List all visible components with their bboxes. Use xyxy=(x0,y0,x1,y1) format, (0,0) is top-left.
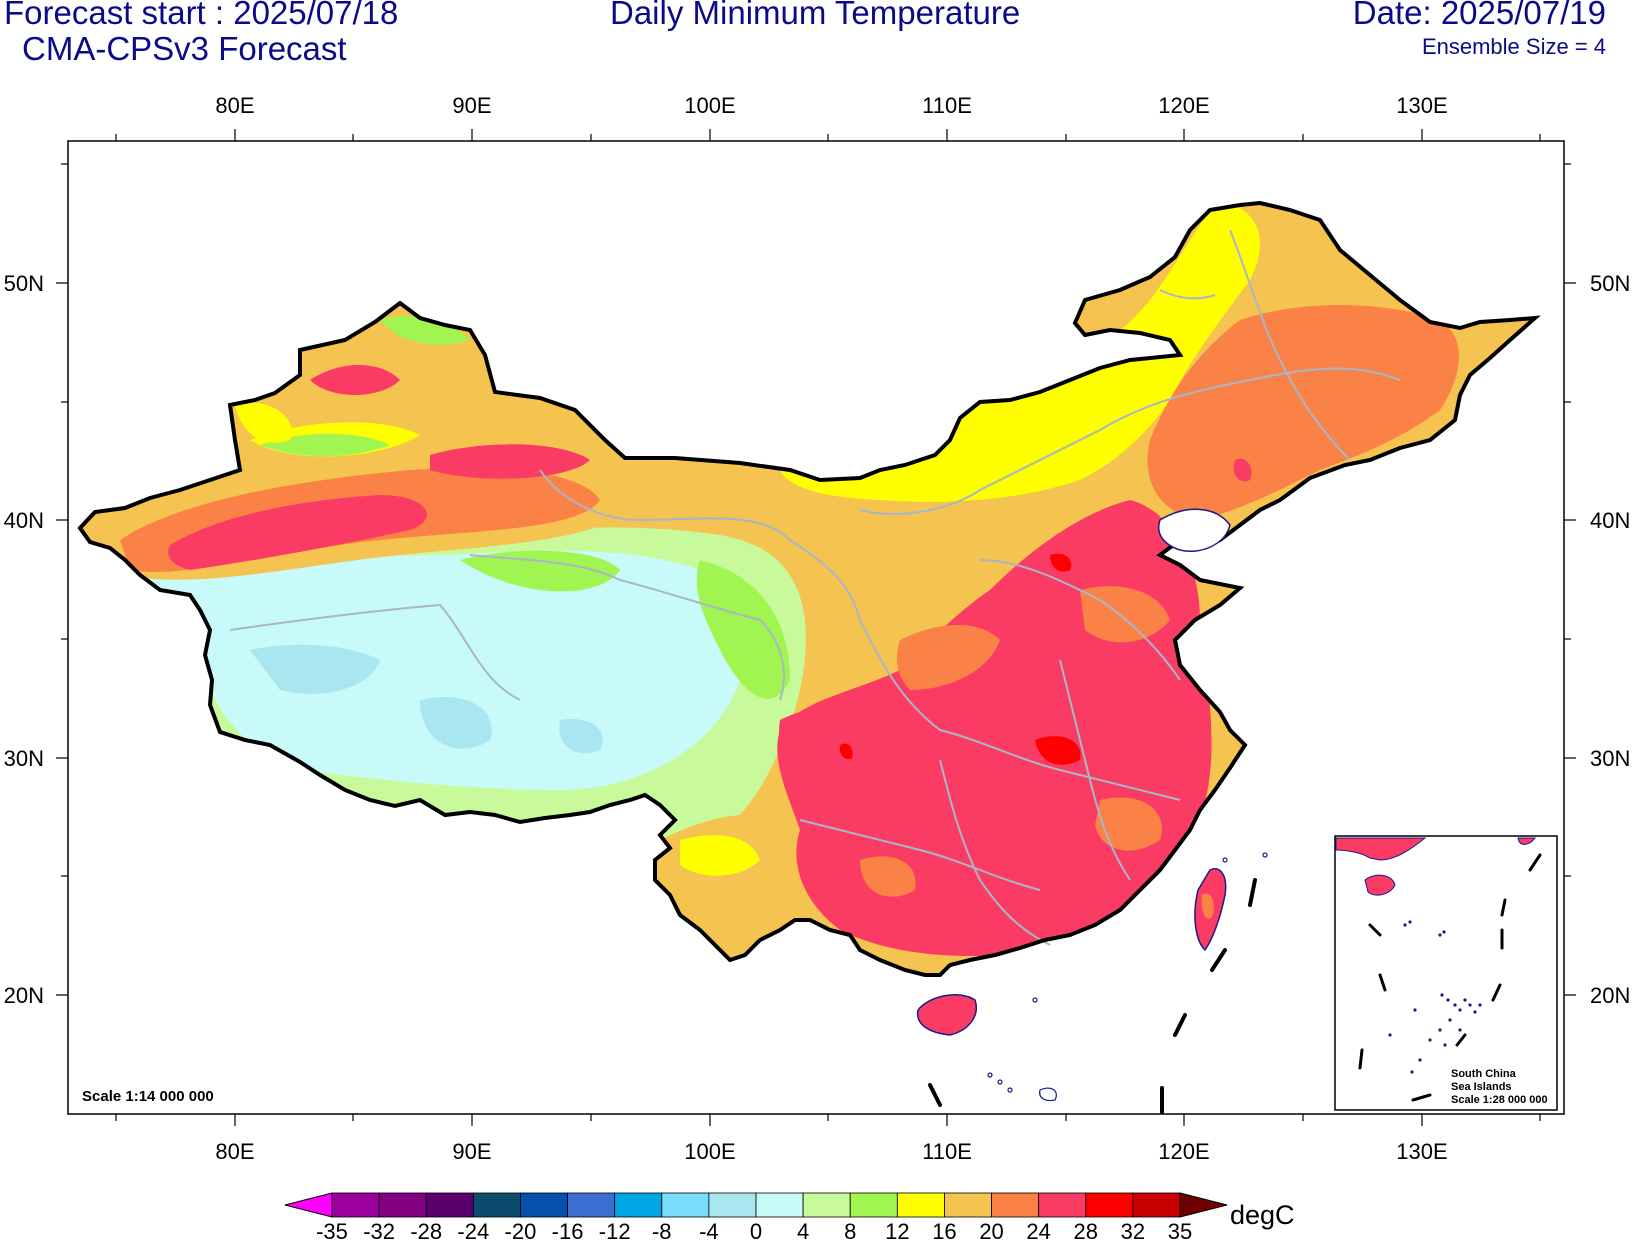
colorbar-tick-label: -12 xyxy=(599,1219,631,1241)
axis-ticks xyxy=(56,129,1576,1126)
lon-label: 100E xyxy=(684,93,735,118)
hainan-island xyxy=(916,994,977,1036)
colorbar-tick-label: 12 xyxy=(885,1219,909,1241)
colorbar-tick-label: -20 xyxy=(505,1219,537,1241)
lon-labels-top: 80E 90E 100E 110E 120E 130E xyxy=(215,93,1447,118)
lon-label: 90E xyxy=(452,1139,491,1164)
colorbar-segment xyxy=(802,1192,851,1218)
colorbar-tick-label: 32 xyxy=(1121,1219,1145,1241)
lon-label: 120E xyxy=(1158,93,1209,118)
inset-nine-dash-line xyxy=(1358,853,1542,1102)
inset-frame xyxy=(1334,835,1558,1111)
lat-label: 30N xyxy=(4,746,44,771)
inset-hainan xyxy=(1364,874,1396,896)
lat-label: 50N xyxy=(4,271,44,296)
colorbar-tick-label: 28 xyxy=(1074,1219,1098,1241)
colorbar-segment xyxy=(520,1192,568,1218)
lon-label: 120E xyxy=(1158,1139,1209,1164)
inset-title-line2: Sea Islands xyxy=(1451,1081,1512,1093)
province-boundaries xyxy=(229,229,1401,946)
colorbar-tick-label: -8 xyxy=(652,1219,672,1241)
lat-labels-left: 50N 40N 30N 20N xyxy=(4,271,44,1008)
colorbar-tick-label: 4 xyxy=(797,1219,809,1241)
colorbar-tick-label: 20 xyxy=(979,1219,1003,1241)
coastal-islands xyxy=(987,852,1268,1102)
colorbar-segment xyxy=(614,1192,663,1218)
colorbar-segment xyxy=(944,1192,992,1218)
colorbar-segment xyxy=(991,1192,1040,1218)
colorbar-segment xyxy=(896,1192,945,1218)
colorbar-segment xyxy=(755,1192,804,1218)
colorbar-segment xyxy=(378,1192,427,1218)
colorbar-segment xyxy=(661,1192,710,1218)
lat-label: 40N xyxy=(4,508,44,533)
colorbar-segment xyxy=(1038,1192,1087,1218)
colorbar-segment xyxy=(708,1192,757,1218)
colorbar-tick-label: 8 xyxy=(844,1219,856,1241)
lon-label: 130E xyxy=(1396,1139,1447,1164)
lon-label: 110E xyxy=(922,1139,972,1164)
lon-label: 130E xyxy=(1396,93,1447,118)
colorbar: -35 -32 -28 -24 -20 -16 -12 -8 -4 0 4 8 12 16 20 24 28 32… xyxy=(284,1192,1228,1241)
model-label: CMA-CPSv3 Forecast xyxy=(22,30,347,67)
colorbar-segment xyxy=(284,1192,333,1218)
colorbar-segment xyxy=(1132,1192,1181,1218)
colorbar-tick-label: 24 xyxy=(1026,1219,1050,1241)
lon-label: 100E xyxy=(684,1139,735,1164)
colorbar-segment xyxy=(331,1192,380,1218)
bohai-sea xyxy=(1158,508,1231,552)
inset-islands xyxy=(1388,920,1482,1074)
lon-label: 90E xyxy=(452,93,491,118)
lat-label: 40N xyxy=(1590,508,1630,533)
inset-scale-label: Scale 1:28 000 000 xyxy=(1451,1094,1548,1106)
inset-taiwan xyxy=(1517,837,1536,845)
colorbar-tick-label: -24 xyxy=(457,1219,489,1241)
lon-label: 80E xyxy=(215,1139,254,1164)
colorbar-segment xyxy=(1179,1192,1228,1218)
inset-title-line1: South China xyxy=(1451,1068,1517,1080)
colorbar-unit-label: degC xyxy=(1230,1200,1295,1230)
lon-label: 80E xyxy=(215,93,254,118)
south-china-sea-inset: South China Sea Islands Scale 1:28 000 0… xyxy=(1334,835,1558,1111)
map-scale-label: Scale 1:14 000 000 xyxy=(82,1088,214,1105)
colorbar-segment xyxy=(472,1192,521,1218)
lon-label: 110E xyxy=(922,93,972,118)
taiwan-warm-patch xyxy=(1201,893,1214,919)
lat-labels-right: 50N 40N 30N 20N xyxy=(1590,271,1630,1008)
lat-label: 20N xyxy=(4,983,44,1008)
colorbar-segment xyxy=(425,1192,474,1218)
lat-label: 50N xyxy=(1590,271,1630,296)
colorbar-segment xyxy=(567,1192,616,1218)
colorbar-tick-label: 16 xyxy=(932,1219,956,1241)
colorbar-tick-label: -32 xyxy=(363,1219,395,1241)
colorbar-tick-label: 0 xyxy=(750,1219,762,1241)
lon-labels-bottom: 80E 90E 100E 110E 120E 130E xyxy=(215,1139,1447,1164)
nine-dash-line xyxy=(928,878,1257,1114)
colorbar-tick-label: -4 xyxy=(699,1219,719,1241)
page-title: Daily Minimum Temperature xyxy=(610,0,1021,31)
colorbar-tick-label: 35 xyxy=(1168,1219,1192,1241)
valid-date-label: Date: 2025/07/19 xyxy=(1352,0,1606,31)
colorbar-segment xyxy=(849,1192,898,1218)
colorbar-segment xyxy=(1085,1192,1134,1218)
inset-mainland xyxy=(1335,837,1427,861)
colorbar-tick-label: -28 xyxy=(410,1219,442,1241)
ensemble-size-label: Ensemble Size = 4 xyxy=(1421,34,1606,59)
forecast-start-label: Forecast start : 2025/07/18 xyxy=(4,0,399,31)
lat-label: 30N xyxy=(1590,746,1630,771)
colorbar-tick-label: -35 xyxy=(316,1219,348,1241)
colorbar-tick-label: -16 xyxy=(552,1219,584,1241)
lat-label: 20N xyxy=(1590,983,1630,1008)
